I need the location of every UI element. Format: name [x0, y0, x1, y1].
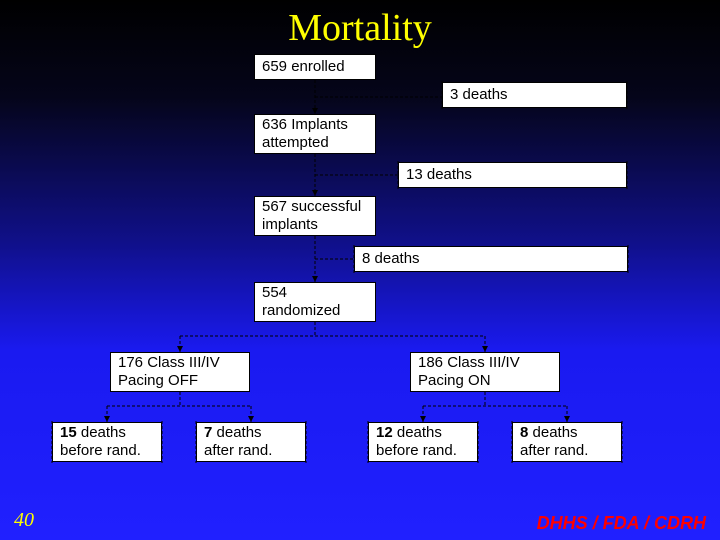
slide-footer: DHHS / FDA / CDRH: [537, 513, 706, 534]
flow-node-success: 567 successfulimplants: [254, 196, 376, 236]
flow-node-on_a: 8 deathsafter rand.: [512, 422, 622, 462]
flow-node-d13: 13 deaths: [398, 162, 627, 188]
flow-node-d8: 8 deaths: [354, 246, 628, 272]
flow-node-on_b: 12 deathsbefore rand.: [368, 422, 478, 462]
flow-node-on: 186 Class III/IVPacing ON: [410, 352, 560, 392]
flow-node-off_b: 15 deathsbefore rand.: [52, 422, 162, 462]
flow-node-implants: 636 Implantsattempted: [254, 114, 376, 154]
flow-node-rand: 554randomized: [254, 282, 376, 322]
flowchart: 659 enrolled 3 deaths 636 Implantsattempte…: [50, 54, 670, 494]
slide-number: 40: [14, 509, 34, 532]
flow-node-off: 176 Class III/IVPacing OFF: [110, 352, 250, 392]
flow-node-d3: 3 deaths: [442, 82, 627, 108]
slide-title: Mortality: [0, 6, 720, 50]
flow-node-enrolled: 659 enrolled: [254, 54, 376, 80]
flow-node-off_a: 7 deathsafter rand.: [196, 422, 306, 462]
